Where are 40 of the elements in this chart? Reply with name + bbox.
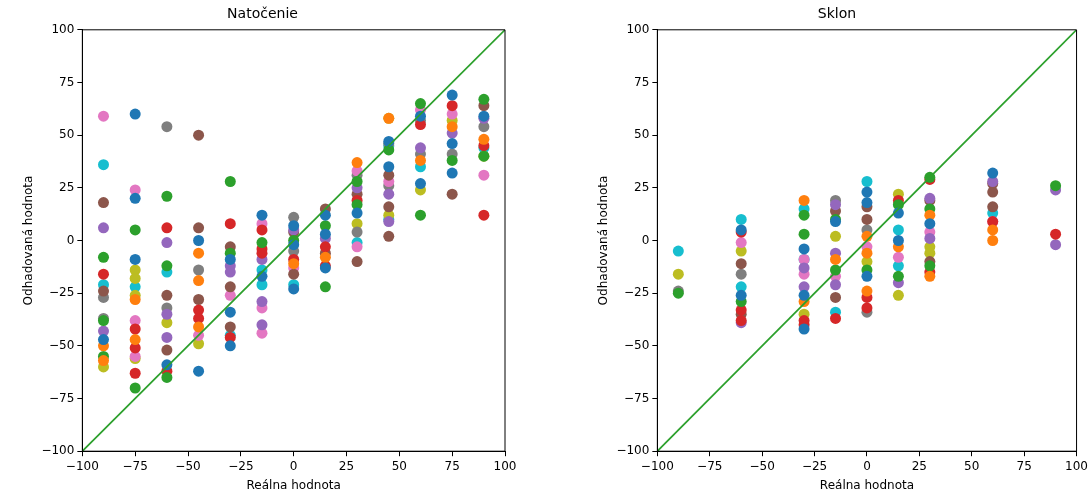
y-tick-label: 75 [634, 74, 650, 89]
x-tick-label: 75 [444, 458, 460, 473]
y-tick-label: −50 [49, 337, 75, 352]
y-tick-label: −75 [624, 390, 650, 405]
y-axis-title: Odhadovaná hodnota [596, 175, 611, 306]
y-tick-label: 100 [626, 21, 650, 36]
x-tick-label: −25 [228, 458, 254, 473]
y-tick-label: 0 [641, 232, 650, 247]
x-tick-label: 100 [493, 458, 517, 473]
x-tick-label: 50 [391, 458, 407, 473]
x-axis-title: Reálna hodnota [819, 477, 915, 492]
y-tick-label: 100 [51, 21, 75, 36]
x-tick-label: −25 [801, 458, 828, 473]
x-tick-label: 75 [1016, 458, 1032, 473]
x-tick-label: 0 [289, 458, 298, 473]
x-tick-label: 50 [964, 458, 980, 473]
y-tick-label: 0 [66, 232, 75, 247]
x-tick-label: 25 [911, 458, 927, 473]
y-tick-label: 25 [634, 179, 650, 194]
chart-title: Sklon [817, 5, 857, 22]
y-tick-label: 50 [59, 127, 75, 142]
x-tick-label: −75 [122, 458, 148, 473]
x-tick-label: 100 [1065, 458, 1088, 473]
x-axis-title: Reálna hodnota [246, 477, 341, 492]
y-tick-label: −25 [624, 285, 650, 300]
y-tick-label: −100 [616, 443, 650, 458]
y-tick-label: −100 [41, 443, 75, 458]
y-tick-label: −75 [49, 390, 75, 405]
y-tick-label: 25 [59, 179, 75, 194]
x-tick-label: −50 [175, 458, 201, 473]
x-tick-label: 25 [338, 458, 355, 473]
x-tick-label: 0 [863, 458, 871, 473]
y-tick-label: 75 [59, 74, 75, 89]
y-tick-label: −25 [49, 285, 75, 300]
y-axis-title: Odhadovaná hodnota [21, 175, 36, 306]
y-tick-label: −50 [624, 337, 650, 352]
x-tick-label: −75 [697, 458, 723, 473]
x-tick-label: −50 [749, 458, 775, 473]
chart-title: Natočenie [227, 5, 298, 22]
y-tick-label: 50 [634, 127, 650, 142]
